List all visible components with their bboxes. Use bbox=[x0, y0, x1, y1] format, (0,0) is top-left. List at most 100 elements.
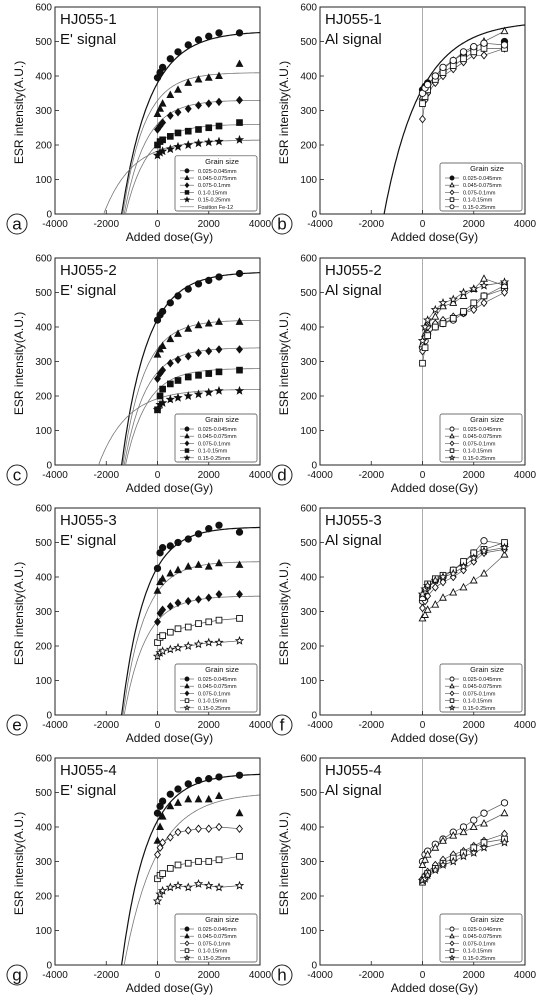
x-tick-label: -4000 bbox=[307, 970, 333, 981]
data-point bbox=[431, 323, 439, 331]
chart-title: HJ055-3 bbox=[60, 512, 117, 529]
data-point bbox=[166, 299, 174, 307]
legend-marker bbox=[183, 954, 191, 961]
x-tick-label: -4000 bbox=[307, 470, 333, 481]
data-point bbox=[500, 26, 509, 35]
data-point bbox=[174, 107, 182, 117]
y-tick-label: 400 bbox=[35, 823, 52, 834]
data-point bbox=[165, 144, 175, 154]
legend-entry: 0.1-0.15mm bbox=[463, 949, 493, 955]
legend-marker bbox=[184, 690, 190, 697]
legend-entry: 0.045-0.075mm bbox=[463, 934, 502, 940]
legend-marker bbox=[449, 698, 455, 703]
data-point bbox=[165, 644, 175, 654]
data-point bbox=[184, 78, 193, 86]
data-point bbox=[439, 320, 447, 327]
data-point bbox=[154, 850, 161, 859]
data-point bbox=[235, 560, 244, 568]
panel-letter-circle bbox=[271, 213, 293, 235]
y-tick-label: 300 bbox=[35, 857, 52, 868]
x-tick-label: 2000 bbox=[198, 470, 221, 481]
legend-box bbox=[439, 913, 523, 963]
data-point bbox=[470, 299, 478, 307]
data-point bbox=[174, 377, 182, 384]
legend-box bbox=[174, 413, 258, 463]
data-point bbox=[166, 111, 174, 120]
data-point bbox=[159, 118, 167, 127]
y-tick-label: 500 bbox=[35, 288, 52, 299]
data-point bbox=[205, 525, 213, 533]
x-tick-label: 2000 bbox=[198, 720, 221, 731]
y-tick-label: 500 bbox=[35, 37, 52, 48]
fit-curve bbox=[383, 24, 525, 214]
data-point bbox=[235, 269, 244, 278]
data-point bbox=[184, 373, 192, 381]
fit-curve bbox=[122, 72, 260, 214]
data-point bbox=[156, 822, 165, 831]
legend-entry: 0.045-0.075mm bbox=[463, 684, 502, 690]
data-point bbox=[205, 370, 213, 377]
y-tick-label: 400 bbox=[300, 823, 317, 834]
data-point bbox=[157, 885, 168, 895]
data-point bbox=[173, 392, 183, 402]
data-point bbox=[449, 315, 457, 322]
x-tick-label: 4000 bbox=[514, 470, 537, 481]
panel-c: 0 100 200 300 400 500 600 -4000 -2000 0 2000 4000 Ad… bbox=[6, 254, 272, 495]
data-point bbox=[184, 826, 192, 835]
data-point bbox=[154, 617, 161, 627]
legend-entry: 0.1-0.15mm bbox=[198, 699, 228, 705]
legend-marker bbox=[449, 948, 455, 953]
panel-letter-circle bbox=[271, 714, 293, 736]
data-point bbox=[184, 794, 193, 803]
data-point bbox=[174, 329, 182, 337]
data-point bbox=[449, 588, 458, 596]
legend-entry: 0.045-0.075mm bbox=[463, 183, 502, 189]
x-tick-label: 0 bbox=[155, 219, 161, 230]
panel-a: 0 100 200 300 400 500 600 -4000 -2000 0 2000 4000 Ad… bbox=[6, 3, 272, 244]
data-point bbox=[158, 544, 167, 552]
chart-subtitle: E' signal bbox=[60, 782, 116, 799]
data-point bbox=[204, 137, 214, 147]
data-point bbox=[458, 561, 469, 571]
y-tick-label: 200 bbox=[300, 642, 317, 653]
legend-marker bbox=[449, 933, 455, 939]
y-tick-label: 600 bbox=[300, 754, 317, 765]
data-point bbox=[158, 574, 167, 582]
legend-entry: 0.15-0.25mm bbox=[198, 706, 231, 712]
legend-marker bbox=[184, 683, 190, 689]
data-point bbox=[499, 277, 510, 287]
chart-subtitle: Al signal bbox=[325, 282, 382, 299]
chart-subtitle: E' signal bbox=[60, 532, 116, 549]
panel-letter: b bbox=[277, 215, 286, 234]
data-point bbox=[159, 605, 167, 615]
data-point bbox=[205, 346, 213, 356]
legend-marker bbox=[449, 448, 455, 453]
chart-subtitle: Al signal bbox=[325, 782, 382, 799]
y-tick-label: 300 bbox=[300, 357, 317, 368]
chart-title: HJ055-4 bbox=[325, 762, 382, 779]
legend-title: Grain size bbox=[205, 915, 239, 924]
data-point bbox=[236, 590, 243, 599]
y-tick-label: 400 bbox=[35, 72, 52, 83]
data-point bbox=[469, 847, 479, 857]
data-point bbox=[194, 776, 203, 785]
y-tick-label: 300 bbox=[300, 857, 317, 868]
data-point bbox=[438, 860, 448, 869]
y-tick-label: 0 bbox=[311, 461, 317, 472]
data-point bbox=[184, 324, 193, 332]
y-tick-label: 300 bbox=[300, 106, 317, 117]
data-point bbox=[194, 530, 203, 538]
x-tick-label: -4000 bbox=[307, 720, 333, 731]
data-point bbox=[193, 138, 204, 148]
legend-entry: 0.075-0.1mm bbox=[198, 183, 231, 189]
data-point bbox=[234, 635, 245, 645]
data-point bbox=[423, 850, 432, 858]
data-point bbox=[480, 39, 488, 47]
data-point bbox=[480, 537, 488, 545]
data-point bbox=[479, 546, 489, 556]
data-point bbox=[174, 565, 182, 574]
x-tick-label: 0 bbox=[155, 470, 161, 481]
data-point bbox=[458, 287, 469, 297]
data-point bbox=[184, 41, 192, 49]
chart-title: HJ055-2 bbox=[325, 262, 382, 279]
